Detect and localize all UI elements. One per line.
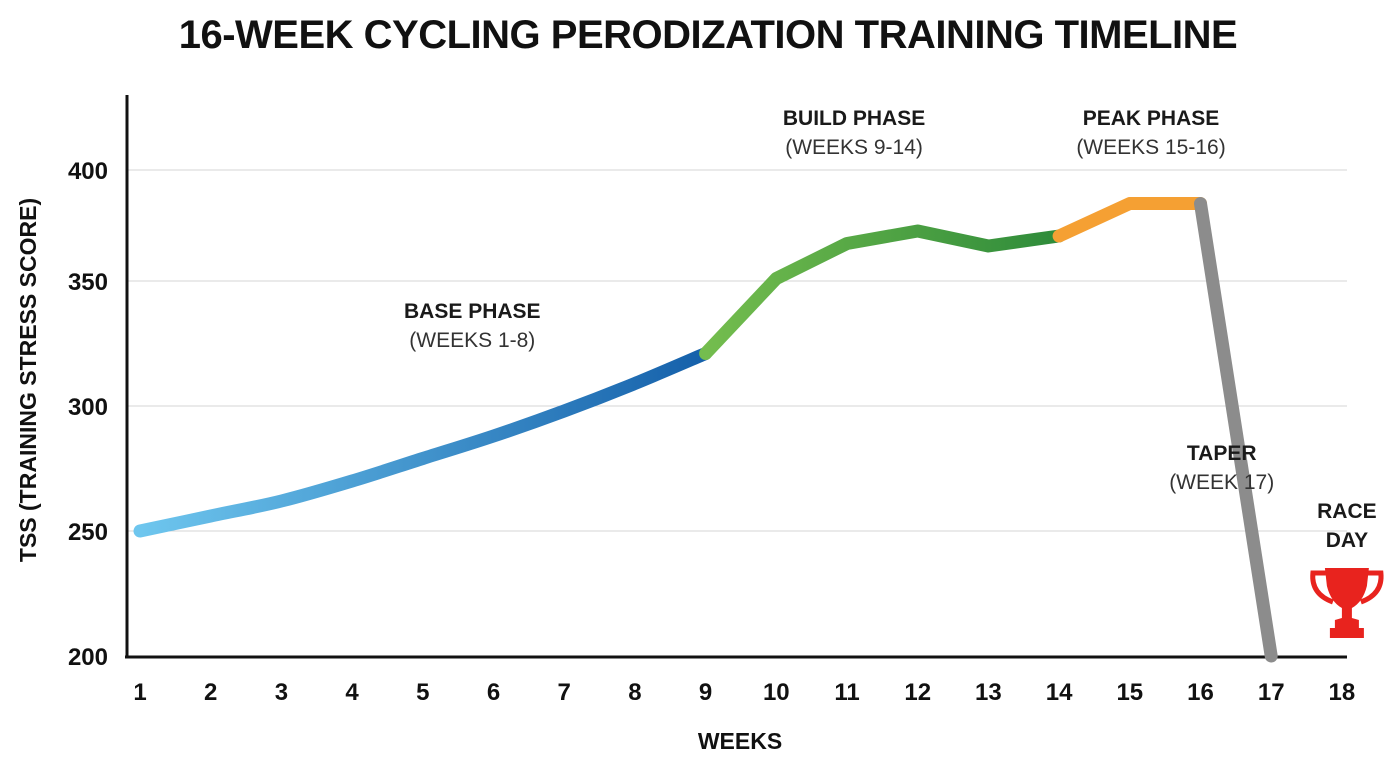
x-tick-4: 4 <box>345 679 359 706</box>
annotation-peak-name: PEAK PHASE <box>1083 107 1220 130</box>
y-tick-200: 200 <box>68 644 108 671</box>
x-tick-11: 11 <box>834 679 859 706</box>
x-tick-1: 1 <box>133 679 146 706</box>
annotation-build-name: BUILD PHASE <box>783 107 925 130</box>
annotation-base-name: BASE PHASE <box>404 300 541 323</box>
annotation-peak-range: (WEEKS 15-16) <box>1076 136 1225 159</box>
annotation-taper-range: (WEEK 17) <box>1169 471 1274 494</box>
x-tick-14: 14 <box>1046 679 1073 706</box>
x-tick-12: 12 <box>904 679 931 706</box>
y-tick-400: 400 <box>68 158 108 185</box>
y-axis-label: TSS (TRAINING STRESS SCORE) <box>15 198 41 562</box>
x-tick-17: 17 <box>1258 679 1285 706</box>
race-day-marker: RACE DAY <box>1310 500 1384 638</box>
x-tick-7: 7 <box>558 679 571 706</box>
x-tick-5: 5 <box>416 679 429 706</box>
x-tick-6: 6 <box>487 679 500 706</box>
series-lines <box>133 197 1278 663</box>
phase-annotations: BASE PHASE (WEEKS 1-8) BUILD PHASE (WEEKS 9… <box>404 107 1274 494</box>
grid-lines <box>127 169 1347 532</box>
annotation-base-range: (WEEKS 1-8) <box>409 329 535 352</box>
y-tick-250: 250 <box>68 519 108 546</box>
annotation-build-range: (WEEKS 9-14) <box>785 136 923 159</box>
x-tick-15: 15 <box>1116 679 1143 706</box>
annotation-taper-name: TAPER <box>1187 442 1257 465</box>
trophy-icon <box>1310 568 1384 638</box>
series-base-phase-line <box>133 347 713 538</box>
x-tick-18: 18 <box>1329 679 1356 706</box>
y-tick-350: 350 <box>68 269 108 296</box>
series-peak-phase-line <box>1052 197 1207 243</box>
x-tick-8: 8 <box>628 679 641 706</box>
x-tick-10: 10 <box>763 679 790 706</box>
x-tick-2: 2 <box>204 679 217 706</box>
series-taper-line <box>1194 197 1278 663</box>
y-tick-300: 300 <box>68 394 108 421</box>
series-build-phase-line <box>699 224 1066 360</box>
x-axis-label: WEEKS <box>698 728 782 754</box>
x-tick-3: 3 <box>275 679 288 706</box>
y-tick-labels: 200 250 300 350 400 <box>68 158 108 671</box>
x-tick-13: 13 <box>975 679 1002 706</box>
race-day-label-line1: RACE <box>1317 500 1377 523</box>
x-tick-9: 9 <box>699 679 712 706</box>
chart-title: 16-WEEK CYCLING PERODIZATION TRAINING TI… <box>179 13 1238 57</box>
x-tick-labels: 1 2 3 4 5 6 7 8 9 10 11 12 13 14 15 16 17 18 <box>133 679 1355 706</box>
x-tick-16: 16 <box>1187 679 1214 706</box>
race-day-label-line2: DAY <box>1326 529 1368 552</box>
